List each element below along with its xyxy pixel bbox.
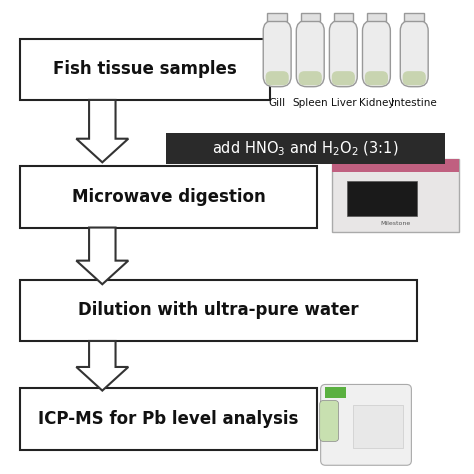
FancyBboxPatch shape [19,280,417,341]
FancyBboxPatch shape [400,20,428,87]
FancyBboxPatch shape [367,12,386,21]
Text: Fish tissue samples: Fish tissue samples [53,60,237,78]
FancyBboxPatch shape [332,71,355,85]
Text: Milestone: Milestone [380,221,410,226]
Text: Spleen: Spleen [292,98,328,108]
FancyBboxPatch shape [402,71,426,85]
FancyBboxPatch shape [263,20,291,87]
Polygon shape [76,341,128,391]
FancyBboxPatch shape [19,388,318,450]
FancyBboxPatch shape [331,159,459,172]
FancyBboxPatch shape [404,12,424,21]
FancyBboxPatch shape [267,12,287,21]
FancyBboxPatch shape [319,401,338,441]
Polygon shape [76,228,128,284]
FancyBboxPatch shape [301,12,320,21]
Text: Kidney: Kidney [359,98,394,108]
Text: Intestine: Intestine [392,98,437,108]
Text: Microwave digestion: Microwave digestion [72,188,265,206]
FancyBboxPatch shape [331,159,459,232]
Text: Gill: Gill [269,98,286,108]
FancyBboxPatch shape [365,71,388,85]
FancyBboxPatch shape [353,405,403,448]
FancyBboxPatch shape [19,166,318,228]
Text: add HNO$_3$ and H$_2$O$_2$ (3:1): add HNO$_3$ and H$_2$O$_2$ (3:1) [212,139,399,157]
FancyBboxPatch shape [265,71,289,85]
FancyBboxPatch shape [347,181,417,216]
Text: Dilution with ultra-pure water: Dilution with ultra-pure water [78,301,358,319]
FancyBboxPatch shape [334,12,353,21]
Polygon shape [76,100,128,162]
Text: ICP-MS for Pb level analysis: ICP-MS for Pb level analysis [38,410,299,428]
FancyBboxPatch shape [363,20,391,87]
FancyBboxPatch shape [320,384,411,465]
FancyBboxPatch shape [299,71,322,85]
FancyBboxPatch shape [325,387,346,398]
FancyBboxPatch shape [329,20,357,87]
FancyBboxPatch shape [296,20,324,87]
FancyBboxPatch shape [166,133,445,164]
Text: Liver: Liver [330,98,356,108]
FancyBboxPatch shape [19,38,270,100]
